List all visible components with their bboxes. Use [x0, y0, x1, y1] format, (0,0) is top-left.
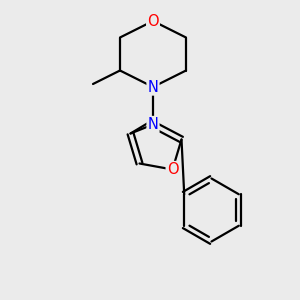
Text: N: N: [148, 117, 158, 132]
Text: O: O: [147, 14, 159, 28]
Text: O: O: [167, 162, 178, 177]
Text: N: N: [148, 80, 158, 94]
